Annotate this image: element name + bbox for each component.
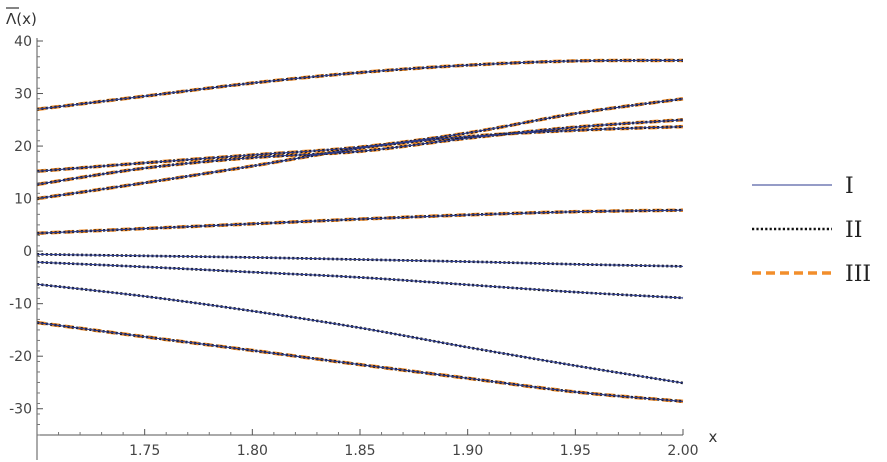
- x-tick-label: 1.75: [129, 443, 160, 459]
- y-tick-label: 0: [23, 244, 32, 260]
- curve-8-series-II: [36, 282, 684, 385]
- curve-2-series-I: [36, 98, 684, 172]
- curve-1-series-III: [36, 58, 684, 112]
- curve-9-series-I: [36, 322, 684, 402]
- x-tick-label: 1.85: [344, 443, 375, 459]
- curve-5-series-II: [36, 208, 684, 235]
- y-tick-label: -30: [9, 402, 32, 418]
- curve-4-series-I: [36, 126, 684, 200]
- curve-7-series-I: [36, 261, 684, 299]
- y-ticks: -30 -20 -10 0 10 20 30 40: [9, 34, 43, 436]
- plot-area: [36, 58, 684, 404]
- legend-label-I: I: [845, 174, 854, 199]
- y-tick-label: -20: [9, 349, 32, 365]
- curve-5-series-I: [36, 209, 684, 234]
- y-tick-label: 40: [14, 34, 32, 50]
- x-ticks: 1.75 1.80 1.85 1.90 1.95 2.00: [58, 429, 699, 459]
- y-axis-label: Λ(x): [6, 10, 37, 28]
- curve-2-series-III: [36, 97, 684, 174]
- x-tick-label: 1.95: [560, 443, 591, 459]
- x-tick-label: 2.00: [667, 443, 698, 459]
- y-tick-label: -10: [9, 297, 32, 313]
- y-tick-label: 20: [14, 139, 32, 155]
- y-tick-label: 30: [14, 87, 32, 103]
- y-tick-label: 10: [14, 192, 32, 208]
- curve-1-series-I: [36, 59, 684, 110]
- x-tick-label: 1.90: [452, 443, 483, 459]
- x-axis-label: x: [709, 428, 718, 446]
- curve-9-series-II: [36, 321, 684, 403]
- axes: 1.75 1.80 1.85 1.90 1.95 2.00 -30 -20 -10 0 10 20 3…: [6, 7, 718, 460]
- curve-8-series-I: [36, 283, 684, 384]
- curve-1-series-II: [36, 59, 684, 111]
- legend-label-III: III: [845, 262, 871, 287]
- legend-label-II: II: [845, 218, 862, 243]
- x-tick-label: 1.80: [237, 443, 268, 459]
- curve-6-series-I: [36, 253, 684, 267]
- curve-3-series-I: [36, 119, 684, 185]
- curve-2-series-II: [36, 97, 684, 173]
